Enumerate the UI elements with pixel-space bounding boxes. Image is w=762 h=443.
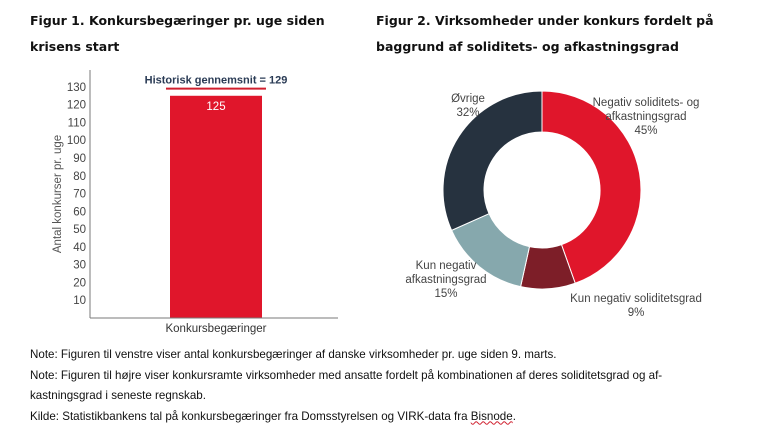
- slice-label: Kun negativ soliditetsgrad 9%: [570, 293, 702, 319]
- y-tick-label: 60: [73, 206, 86, 218]
- y-tick-label: 120: [67, 100, 86, 112]
- bar-chart: Antal konkurser pr. uge 10 20 30 40 50 60 70 80…: [52, 70, 338, 335]
- notes: Note: Figuren til venstre viser antal ko…: [30, 345, 750, 427]
- y-tick-label: 50: [73, 224, 86, 236]
- bar-value-label: 125: [206, 101, 225, 113]
- note-line: kastningsgrad i seneste regnskab.: [30, 389, 206, 402]
- source-highlight: Bisnode: [470, 409, 513, 423]
- donut-slice: [541, 90, 642, 284]
- source-suffix: .: [512, 409, 516, 423]
- figure-2-title: Figur 2. Virksomheder under konkurs ford…: [376, 13, 714, 54]
- bar-konkursbegaeringer: [170, 95, 262, 319]
- y-tick-label: 70: [73, 189, 86, 201]
- y-tick-label: 90: [73, 153, 86, 165]
- donut-chart: Negativ soliditets- og afkastningsgrad 45%…: [405, 90, 702, 319]
- x-category-label: Konkursbegæringer: [165, 323, 266, 335]
- y-tick-label: 10: [73, 295, 86, 307]
- slice-label: Negativ soliditets- og afkastningsgrad 45%: [593, 97, 700, 137]
- historical-average-label: Historisk gennemsnit = 129: [145, 75, 288, 87]
- y-tick-label: 130: [67, 82, 86, 94]
- y-tick-label: 30: [73, 260, 86, 272]
- donut-slice: [442, 90, 543, 232]
- figure-1-title: Figur 1. Konkursbegæringer pr. uge siden…: [30, 13, 325, 54]
- y-tick-label: 20: [73, 277, 86, 289]
- y-axis-title: Antal konkurser pr. uge: [52, 135, 64, 253]
- slice-label: Kun negativ afkastningsgrad 15%: [405, 260, 486, 300]
- y-tick-label: 110: [68, 117, 86, 129]
- note-line: Note: Figuren til venstre viser antal ko…: [30, 348, 557, 361]
- y-tick-label: 100: [67, 135, 86, 147]
- y-tick-label: 40: [73, 242, 86, 254]
- source-line: Kilde: Statistikbankens tal på konkursbe…: [30, 407, 750, 428]
- source-text: Kilde: Statistikbankens tal på konkursbe…: [30, 409, 471, 423]
- y-tick-label: 80: [73, 171, 86, 183]
- note-line: Note: Figuren til højre viser konkursram…: [30, 368, 663, 382]
- slice-label: Øvrige 32%: [451, 93, 485, 119]
